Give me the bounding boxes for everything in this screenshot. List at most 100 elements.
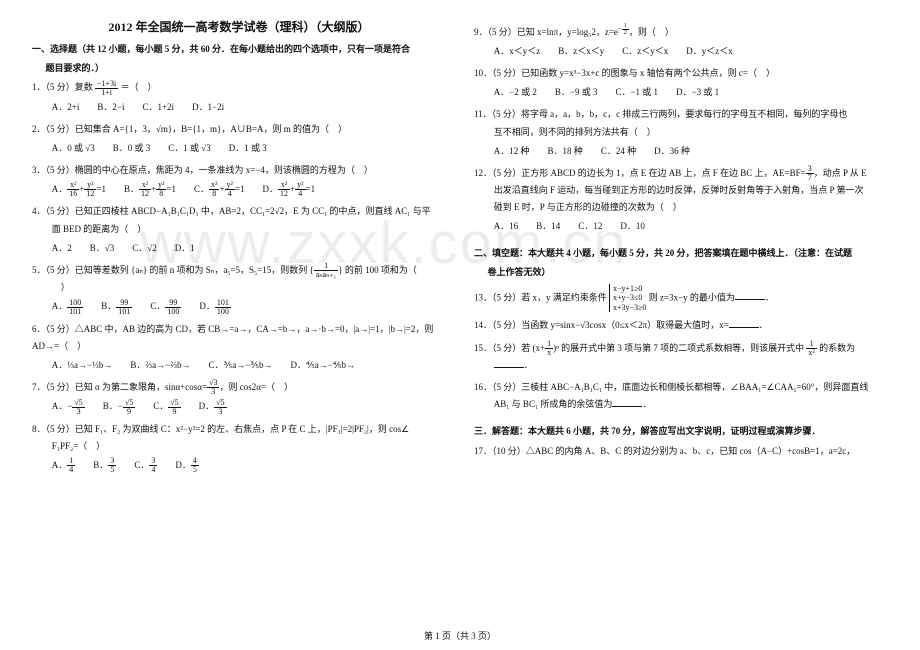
q6-opt-b: B．⅔a→−⅔b→: [130, 357, 190, 374]
section-3-heading: 三．解答题：本大题共 6 小题，共 70 分，解答应写出文字说明，证明过程或演算…: [474, 425, 888, 438]
question-13: 13．（5 分）若 x，y 满足约束条件 x−y+1≥0 x+y−3≤0 x+3…: [474, 284, 888, 313]
q11-stem-a: 11．（5 分）将字母 a，a，b，b，c，c 排成三行两列，要求每行的字母互不…: [474, 109, 847, 119]
frac-d: 9: [123, 408, 135, 416]
eq: =1: [96, 184, 106, 194]
frac: √53: [72, 399, 84, 416]
q9-opt-b: B．z＜x＜y: [558, 43, 604, 60]
q4-opt-c: C．√2: [132, 240, 156, 257]
frac-d: x: [545, 349, 553, 357]
opt-lab: D．: [199, 401, 215, 411]
q7-tail: ，则 cos2α=（ ）: [219, 382, 293, 392]
q4-opt-a: A．2: [52, 240, 72, 257]
question-10: 10．（5 分）已知函数 y=x³−3x+c 的图象与 x 轴恰有两个公共点，则…: [474, 65, 888, 101]
q12-stem-d: 碰到 E 时，P 与正方形的边碰撞的次数为（ ）: [474, 202, 682, 212]
frac-d: 2: [622, 30, 629, 36]
q9-opt-d: D．y＜z＜x: [686, 43, 733, 60]
q4-stem-b: 面 BED 的距离为（ ）: [32, 224, 146, 234]
q1-opt-c: C．1+2i: [142, 99, 174, 116]
q11-opt-c: C．24 种: [601, 143, 636, 160]
q12-options: A．16 B．14 C．12 D．10: [474, 218, 888, 235]
q6-opt-a: A．⅓a→−⅓b→: [52, 357, 113, 374]
opt-val: ⅘a→−⅘b→: [306, 360, 355, 370]
frac: x²16: [67, 181, 79, 198]
q7-opt-c: C．√59: [153, 398, 180, 415]
q12-stem-b: ，动点 P 从 E: [814, 168, 867, 178]
constraint-1: x−y+1≥0: [613, 284, 642, 293]
q10-opt-c: C．−1 或 1: [615, 84, 658, 101]
right-column: 9．（5 分）已知 x=lnπ，y=log₅2，z=e−12，则（ ） A．x＜…: [474, 18, 888, 479]
q16-stem-a: 16．（5 分）三棱柱 ABC−A₁B₁C₁ 中，底面边长和侧棱长都相等，∠BA…: [474, 382, 868, 392]
q15-stem-b: )ⁿ 的展开式中第 3 项与第 7 项的二项式系数相等，则该展开式中: [553, 343, 806, 353]
eq: =1: [166, 184, 176, 194]
q15-line2: ．: [474, 360, 533, 370]
question-9: 9．（5 分）已知 x=lnπ，y=log₅2，z=e−12，则（ ） A．x＜…: [474, 23, 888, 60]
q3-opt-d: D．x²12+y²4=1: [263, 181, 316, 198]
opt-lab: B．: [130, 360, 145, 370]
opt-lab: C．: [150, 301, 165, 311]
q11-opt-b: B．18 种: [548, 143, 583, 160]
q11-opt-d: D．36 种: [654, 143, 690, 160]
period: ．: [642, 399, 651, 409]
question-15: 15．（5 分）若 (x+1x)ⁿ 的展开式中第 3 项与第 7 项的二项式系数…: [474, 340, 888, 375]
section-1-heading-b: 题目要求的．）: [32, 62, 446, 75]
frac-d: 4: [67, 466, 75, 474]
frac-d: 3: [214, 408, 226, 416]
blank-line: [729, 320, 759, 328]
page-container: 2012 年全国统一高考数学试卷（理科）（大纲版） 一、选择题（共 12 小题，…: [0, 0, 920, 479]
q14-stem: 14．（5 分）当函数 y=sinx−√3cosx（0≤x＜2π）取得最大值时，…: [474, 320, 729, 330]
q3-stem: 3．（5 分）椭圆的中心在原点，焦距为 4，一条准线为 x=−4，则该椭圆的方程…: [32, 165, 373, 175]
q8-opt-a: A．14: [52, 457, 76, 474]
frac-d: 9: [168, 408, 180, 416]
frac-n: 1: [622, 23, 629, 30]
opt-lab: A．: [52, 360, 68, 370]
frac-d: 5: [191, 466, 199, 474]
frac-d: 8: [209, 190, 219, 198]
q1-fraction: −1+3i1+i: [95, 80, 118, 97]
q8-opt-b: B．35: [93, 457, 116, 474]
constraint-3: x+3y−3≥0: [613, 303, 646, 312]
opt-lab: B．: [101, 301, 116, 311]
frac: 14: [67, 457, 75, 474]
section-1-heading: 一、选择题（共 12 小题，每小题 5 分，共 60 分．在每小题给出的四个选项…: [32, 43, 446, 56]
frac-d: 12: [139, 190, 151, 198]
opt-lab: C．: [134, 460, 149, 470]
frac: √53: [214, 399, 226, 416]
frac-d: 4: [225, 190, 235, 198]
question-17: 17．（10 分）△ABC 的内角 A、B、C 的对边分别为 a、b、c，已知 …: [474, 443, 888, 460]
frac: x²12: [139, 181, 151, 198]
q1-stem: 1．（5 分）复数: [32, 82, 93, 92]
q11-options: A．12 种 B．18 种 C．24 种 D．36 种: [474, 143, 888, 160]
q4-opt-b: B．√3: [90, 240, 114, 257]
opt-lab: A．: [52, 184, 68, 194]
q13-stem: 13．（5 分）若 x，y 满足约束条件: [474, 292, 607, 302]
period: ．: [765, 292, 774, 302]
eq: =1: [235, 184, 245, 194]
q12-opt-a: A．16: [494, 218, 519, 235]
opt-val: ⅔a→−⅔b→: [145, 360, 190, 370]
frac: 34: [149, 457, 157, 474]
frac-d: 101: [67, 308, 83, 316]
frac-d: 5: [108, 466, 116, 474]
frac-d: 12: [278, 190, 290, 198]
q2-options: A．0 或 √3 B．0 或 3 C．1 或 √3 D．1 或 3: [32, 140, 446, 157]
q5-stem-a: 5．（5 分）已知等差数列 {aₙ} 的前 n 项和为 Sₙ，a₅=5，S₅=1…: [32, 265, 314, 275]
q9-opt-a: A．x＜y＜z: [494, 43, 541, 60]
blank-line: [612, 399, 642, 407]
q5-opt-c: C．99100: [150, 298, 181, 315]
q4-options: A．2 B．√3 C．√2 D．1: [32, 240, 446, 257]
opt-val: ⅗a→−⅗b→: [223, 360, 272, 370]
q1-opt-a: A．2+i: [52, 99, 80, 116]
blank-line: [494, 360, 524, 368]
q6-options: A．⅓a→−⅓b→ B．⅔a→−⅔b→ C．⅗a→−⅗b→ D．⅘a→−⅘b→: [32, 357, 446, 374]
q15-stem-c: 的系数为: [817, 343, 855, 353]
q9-options: A．x＜y＜z B．z＜x＜y C．z＜y＜x D．y＜z＜x: [474, 43, 888, 60]
frac: √59: [168, 399, 180, 416]
question-12: 12．（5 分）正方形 ABCD 的边长为 1，点 E 在边 AB 上，点 F …: [474, 165, 888, 236]
q1-opt-d: D．1−2i: [192, 99, 224, 116]
q5-opt-d: D．101100: [199, 298, 231, 315]
frac: y²8: [156, 181, 166, 198]
frac-d: 12: [84, 190, 96, 198]
q8-stem-b: F₁PF₂=（ ）: [32, 441, 105, 451]
q9-tail: ，则（ ）: [629, 27, 674, 37]
q5-opt-b: B．99101: [101, 298, 132, 315]
